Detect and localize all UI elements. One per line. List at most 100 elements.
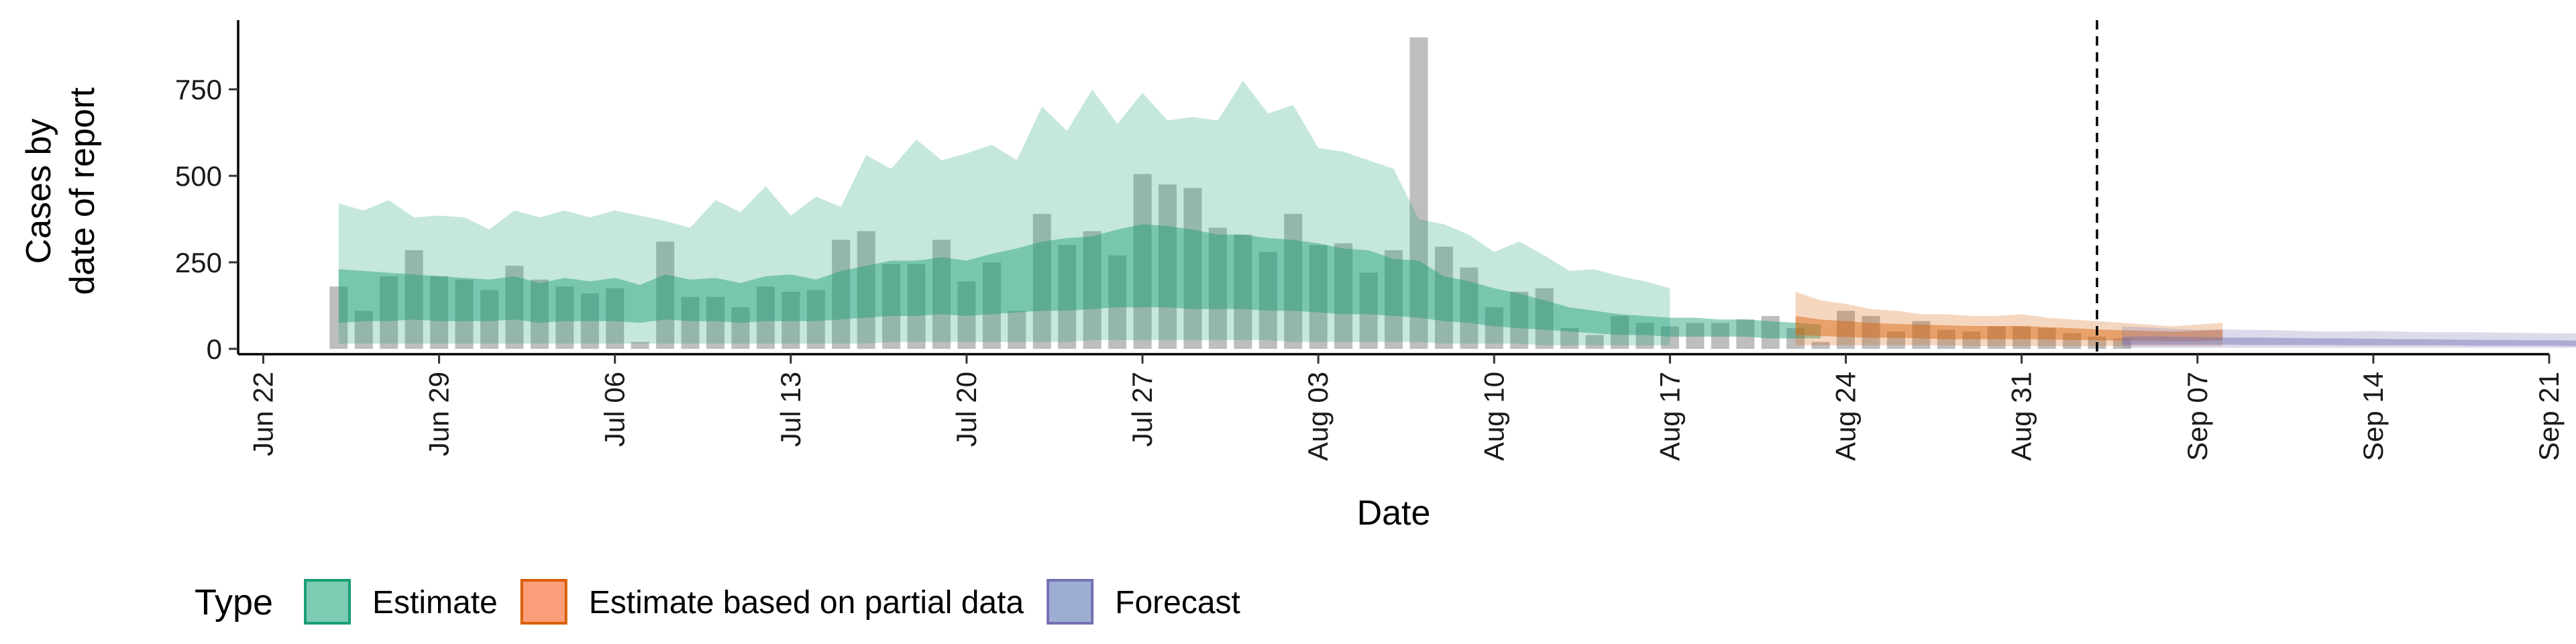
- reported-case-bar: [1309, 245, 1328, 349]
- reported-case-bar: [354, 311, 373, 349]
- reported-case-bar: [580, 293, 599, 349]
- reported-case-bar: [1987, 326, 2006, 349]
- y-tick-label: 0: [207, 333, 222, 365]
- x-tick-label: Sep 07: [2182, 372, 2213, 461]
- reported-case-bar: [957, 281, 976, 349]
- legend-key: [520, 579, 568, 625]
- reported-case-bar: [555, 286, 574, 349]
- reported-case-bar: [1460, 267, 1479, 349]
- reported-case-bar: [1862, 316, 1880, 349]
- reported-case-bar: [530, 279, 549, 349]
- reported-case-bar: [329, 286, 348, 349]
- reported-case-bar: [2112, 338, 2131, 349]
- reported-case-bar: [706, 297, 724, 349]
- reported-case-bar: [2012, 326, 2031, 349]
- x-tick-label: Sep 21: [2533, 372, 2565, 461]
- reported-case-bar: [1837, 311, 1855, 349]
- reported-case-bar: [1535, 288, 1554, 349]
- reported-case-bar: [606, 288, 625, 349]
- reported-case-bar: [1234, 234, 1252, 349]
- reported-case-bar: [1485, 307, 1503, 349]
- reported-case-bar: [1258, 252, 1277, 349]
- reported-case-bar: [1912, 321, 1931, 349]
- x-tick-label: Aug 03: [1302, 372, 1334, 461]
- estimate-inner-interval: [338, 224, 1821, 339]
- reported-case-bar: [1032, 213, 1051, 349]
- estimate-outer-interval: [338, 80, 1670, 345]
- reported-case-bar: [1434, 246, 1453, 349]
- reported-case-bar: [1811, 341, 1830, 349]
- reported-case-bar: [480, 290, 498, 349]
- reported-case-bar: [1962, 331, 1981, 349]
- legend-key: [304, 579, 351, 625]
- reported-case-bar: [1510, 291, 1529, 349]
- x-tick-label: Aug 31: [2006, 372, 2037, 461]
- x-tick-label: Jul 06: [599, 372, 631, 447]
- reported-case-bar: [1686, 323, 1705, 349]
- x-tick-label: Aug 24: [1830, 372, 1862, 461]
- reported-case-bar: [380, 276, 398, 349]
- x-tick-label: Jul 20: [951, 372, 982, 447]
- reported-case-bar: [882, 264, 901, 349]
- reported-case-bar: [1183, 188, 1202, 349]
- y-tick-label: 250: [175, 247, 222, 278]
- plot-area: [329, 20, 2576, 354]
- reported-case-bar: [505, 266, 524, 349]
- reported-case-bar: [1133, 174, 1152, 349]
- legend-key: [1046, 579, 1094, 625]
- axes: 0 250 500 750 Jun 22 Jun 29 Jul 06 Jul 13 Jul 20…: [175, 20, 2565, 461]
- reported-case-bar: [1284, 213, 1303, 349]
- x-tick-label: Jul 13: [775, 372, 806, 447]
- reported-case-bar: [1611, 316, 1629, 349]
- reported-case-bar: [1385, 250, 1403, 349]
- reported-case-bar: [1108, 255, 1127, 349]
- x-tick-label: Jul 27: [1126, 372, 1158, 447]
- reported-case-bar: [1635, 323, 1654, 349]
- reported-case-bar: [1937, 329, 1955, 349]
- reported-case-bar: [1083, 231, 1102, 349]
- x-tick-label: Jun 29: [423, 372, 455, 456]
- reported-case-bar: [1058, 245, 1077, 349]
- reported-case-bar: [656, 241, 675, 349]
- reported-case-bar: [1008, 311, 1026, 349]
- reported-case-bar: [756, 286, 775, 349]
- reported-case-bar: [857, 231, 875, 349]
- legend-label: Estimate: [372, 585, 498, 621]
- y-axis-title-line-1: Cases by: [19, 119, 58, 264]
- reported-case-bar: [631, 341, 649, 349]
- reported-case-bar: [430, 276, 449, 349]
- y-tick-label: 500: [175, 160, 222, 192]
- reported-case-bar: [1409, 37, 1428, 350]
- reported-case-bar: [731, 307, 750, 349]
- reported-case-bar: [2063, 333, 2082, 349]
- y-axis-title-line-2: date of report: [63, 87, 102, 295]
- legend: Type Estimate Estimate based on partial d…: [195, 579, 1240, 625]
- reported-case-bar: [1159, 184, 1177, 349]
- x-axis-title: Date: [1357, 494, 1431, 533]
- reported-case-bar: [1334, 243, 1353, 349]
- estimate-based-on-partial-data-outer-interval: [1795, 291, 2223, 346]
- estimate-based-on-partial-data-inner-interval: [1795, 316, 2223, 341]
- reported-case-bar: [1711, 323, 1729, 349]
- legend-label: Estimate based on partial data: [589, 585, 1024, 621]
- reported-case-bar: [2037, 328, 2056, 349]
- y-tick-label: 750: [175, 74, 222, 105]
- reported-case-bar: [405, 250, 423, 349]
- x-tick-label: Sep 14: [2357, 372, 2389, 461]
- legend-title: Type: [195, 582, 273, 623]
- reported-case-bar: [1208, 227, 1227, 349]
- reported-case-bar: [1560, 328, 1579, 349]
- reported-case-bar: [932, 239, 951, 349]
- reported-case-bar: [782, 291, 800, 349]
- reported-case-bar: [1786, 328, 1805, 349]
- reported-case-bar: [806, 290, 825, 349]
- reported-case-bar: [1886, 331, 1905, 349]
- reported-case-bar: [832, 239, 851, 349]
- reported-case-bar: [1761, 316, 1780, 349]
- x-tick-label: Aug 17: [1654, 372, 1685, 461]
- forecast-inner-interval: [2122, 336, 2576, 346]
- reported-case-bar: [1736, 319, 1755, 349]
- forecast-outer-interval: [2122, 326, 2576, 348]
- reported-case-bar: [907, 264, 926, 349]
- x-tick-label: Jun 22: [247, 372, 278, 456]
